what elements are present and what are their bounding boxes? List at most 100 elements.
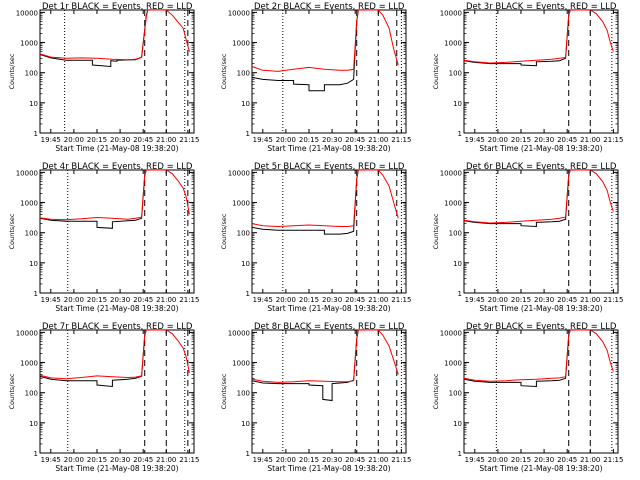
x-tick-label: 21:00: [156, 136, 176, 144]
plot-title: Det 6r BLACK = Events, RED = LLD: [466, 162, 617, 172]
y-tick-label: 100: [237, 70, 250, 78]
x-tick-label: 21:00: [368, 456, 388, 464]
y-tick-label: 1000: [20, 360, 38, 368]
plot-title: Det 3r BLACK = Events, RED = LLD: [466, 2, 617, 12]
x-tick-label: 19:45: [41, 456, 61, 464]
y-tick-label: 100: [237, 390, 250, 398]
plot-title: Det 5r BLACK = Events, RED = LLD: [254, 162, 405, 172]
x-tick-label: 20:00: [276, 296, 296, 304]
y-tick-label: 10: [453, 100, 462, 108]
x-tick-label: 20:00: [488, 136, 508, 144]
x-tick-label: 20:15: [299, 136, 319, 144]
x-tick-label: 19:45: [465, 136, 485, 144]
x-tick-label: 19:45: [253, 136, 273, 144]
y-tick-label: 1: [34, 130, 38, 138]
x-tick-label: 20:15: [511, 136, 531, 144]
y-tick-label: 1: [34, 450, 38, 458]
plot-panel: Det 6r BLACK = Events, RED = LLD 1 10 100 10…: [432, 162, 623, 313]
x-tick-label: 21:00: [368, 136, 388, 144]
series-line-lld: [252, 10, 399, 72]
series-line-events: [464, 10, 571, 67]
x-tick-label: 19:45: [465, 456, 485, 464]
y-tick-label: 100: [449, 390, 462, 398]
series-line-lld: [464, 170, 614, 224]
x-tick-label: 21:15: [179, 296, 199, 304]
x-tick-label: 21:15: [603, 136, 623, 144]
plot-panel: Det 8r BLACK = Events, RED = LLD 1 10 100 10…: [220, 322, 411, 473]
x-tick-label: 20:45: [345, 136, 365, 144]
series-line-lld: [252, 170, 399, 228]
plot-frame: [251, 169, 407, 294]
plot-frame: [251, 9, 407, 134]
x-axis-label: Start Time (21-May-08 19:38:20): [267, 144, 390, 153]
y-tick-label: 10000: [16, 329, 38, 337]
x-tick-label: 20:00: [276, 456, 296, 464]
y-tick-label: 100: [25, 70, 38, 78]
series-line-lld: [252, 330, 399, 383]
y-tick-label: 1: [458, 290, 462, 298]
x-tick-label: 20:15: [299, 296, 319, 304]
x-tick-label: 20:30: [322, 296, 342, 304]
x-tick-label: 20:15: [511, 456, 531, 464]
x-axis-label: Start Time (21-May-08 19:38:20): [55, 304, 178, 313]
series-line-events: [252, 170, 359, 235]
x-tick-label: 20:30: [110, 296, 130, 304]
x-tick-label: 20:30: [322, 136, 342, 144]
x-tick-label: 19:45: [253, 456, 273, 464]
x-tick-label: 21:15: [391, 296, 411, 304]
x-tick-label: 20:30: [110, 136, 130, 144]
y-tick-label: 1000: [444, 40, 462, 48]
x-tick-label: 20:45: [557, 136, 577, 144]
y-tick-label: 10: [29, 420, 38, 428]
plot-frame: [463, 9, 619, 134]
x-tick-label: 20:00: [488, 296, 508, 304]
y-tick-label: 10000: [440, 169, 462, 177]
plot-frame: [251, 329, 407, 454]
y-tick-label: 1: [246, 290, 250, 298]
x-tick-label: 20:45: [557, 456, 577, 464]
plot-frame: [39, 329, 195, 454]
y-tick-label: 10: [29, 100, 38, 108]
x-tick-label: 20:45: [345, 456, 365, 464]
series-line-lld: [40, 170, 190, 221]
series-line-events: [464, 170, 571, 228]
x-tick-label: 20:30: [534, 456, 554, 464]
plot-panel: Det 5r BLACK = Events, RED = LLD 1 10 100 10…: [220, 162, 411, 313]
series-line-lld: [40, 10, 190, 61]
x-tick-label: 19:45: [41, 136, 61, 144]
y-tick-label: 10000: [16, 9, 38, 17]
x-tick-label: 21:00: [368, 296, 388, 304]
y-tick-label: 1000: [232, 200, 250, 208]
series-line-lld: [464, 10, 614, 64]
x-tick-label: 21:15: [603, 456, 623, 464]
series-line-events: [40, 170, 147, 229]
x-tick-label: 19:45: [253, 296, 273, 304]
x-tick-label: 21:15: [179, 456, 199, 464]
y-tick-label: 10: [453, 420, 462, 428]
x-tick-label: 20:00: [64, 296, 84, 304]
x-tick-label: 21:00: [580, 136, 600, 144]
series-line-events: [252, 10, 359, 92]
x-tick-label: 21:15: [391, 456, 411, 464]
y-tick-label: 100: [237, 230, 250, 238]
y-tick-label: 100: [25, 390, 38, 398]
series-line-lld: [40, 330, 190, 380]
x-axis-label: Start Time (21-May-08 19:38:20): [55, 144, 178, 153]
x-tick-label: 20:15: [299, 456, 319, 464]
y-tick-label: 10000: [440, 9, 462, 17]
plot-title: Det 4r BLACK = Events, RED = LLD: [42, 162, 193, 172]
x-tick-label: 20:15: [87, 456, 107, 464]
plot-title: Det 8r BLACK = Events, RED = LLD: [254, 322, 405, 332]
x-tick-label: 21:00: [156, 296, 176, 304]
plot-title: Det 7r BLACK = Events, RED = LLD: [42, 322, 193, 332]
y-tick-label: 10: [453, 260, 462, 268]
y-tick-label: 10000: [16, 169, 38, 177]
x-tick-label: 19:45: [465, 296, 485, 304]
plot-panel: Det 3r BLACK = Events, RED = LLD 1 10 100 10…: [432, 2, 623, 153]
plot-title: Det 2r BLACK = Events, RED = LLD: [254, 2, 405, 12]
y-axis-label: Counts/sec: [432, 53, 440, 89]
x-tick-label: 20:30: [534, 296, 554, 304]
y-tick-label: 10: [241, 420, 250, 428]
plot-frame: [39, 169, 195, 294]
